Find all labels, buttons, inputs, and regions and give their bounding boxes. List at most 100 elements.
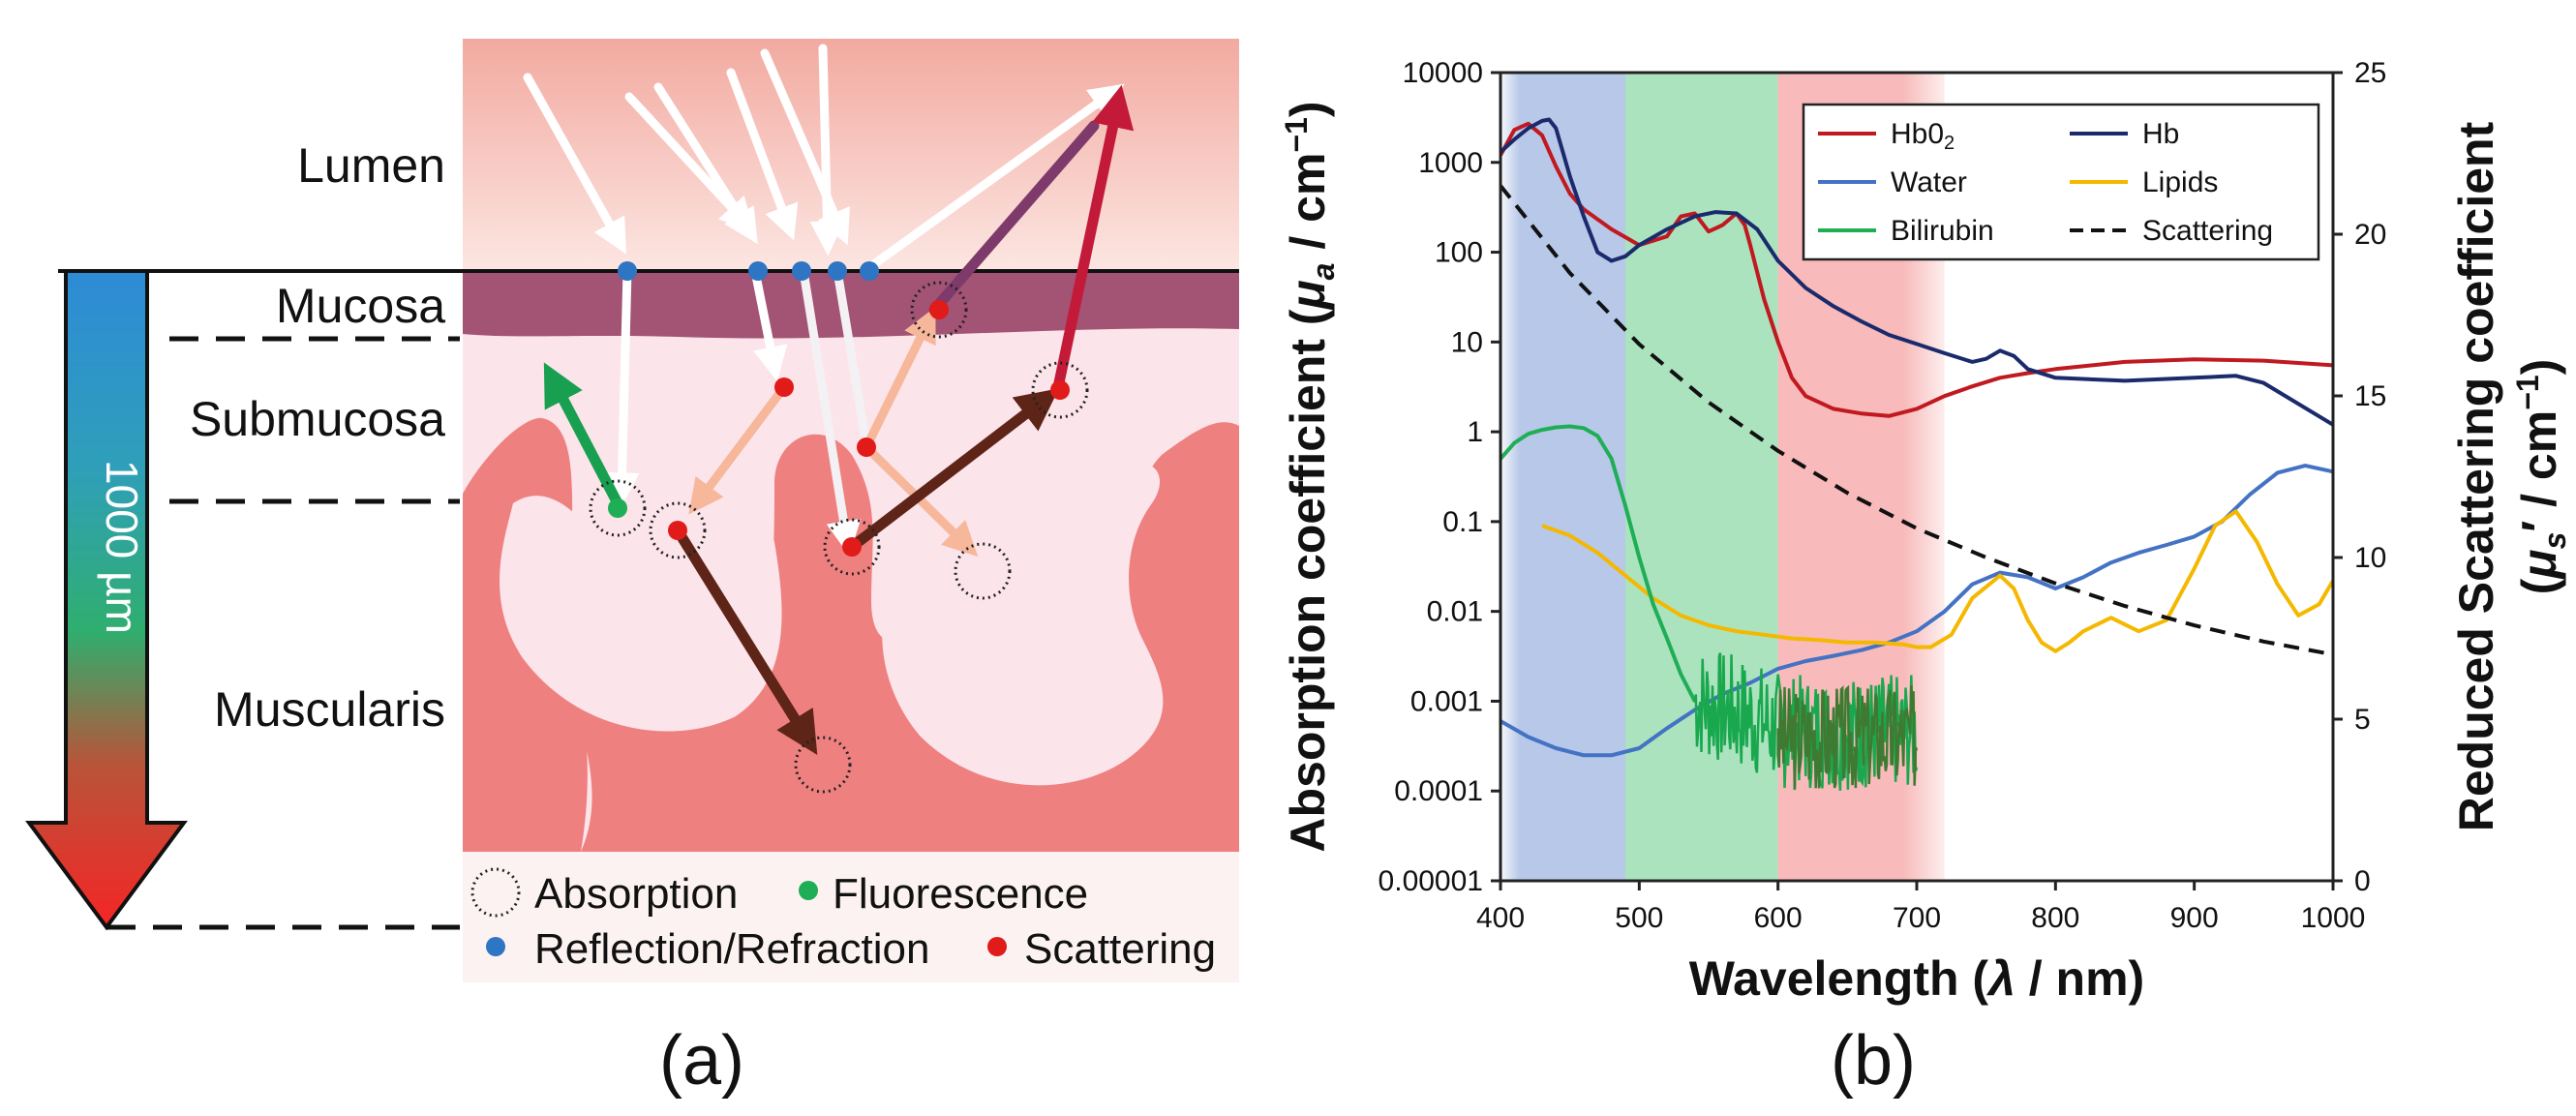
incident-ray (760, 48, 850, 246)
y-right-tick-label: 25 (2354, 57, 2386, 89)
label-lumen: Lumen (297, 138, 445, 193)
legend-label: Hb (2142, 118, 2179, 150)
y-right-axis-title-units: (μs′ / cm−1) (2510, 359, 2572, 595)
scattering-dot (774, 377, 794, 397)
legend-label: Water (1891, 166, 1967, 198)
legend-reflection: Reflection/Refraction (534, 925, 929, 973)
y-right-tick-label: 20 (2354, 219, 2386, 251)
band-fade-left (1500, 73, 1520, 881)
y-right-tick-label: 0 (2354, 865, 2371, 897)
legend-scattering: Scattering (1024, 925, 1216, 973)
series-lipids (1541, 509, 2333, 653)
y-right-tick-label: 5 (2354, 704, 2371, 736)
legend-fluorescence-icon (799, 881, 818, 900)
absorption-marker (910, 281, 968, 339)
y-left-tick-label: 1000 (1418, 147, 1483, 179)
reflection-dot (860, 261, 879, 281)
reflection-dot (792, 261, 811, 281)
y-left-tick-label: 0.1 (1442, 506, 1483, 538)
scattering-dot (857, 437, 876, 457)
x-tick-label: 400 (1476, 902, 1525, 934)
chart-legend: Hb02 Hb Water Lipids Bilirubin Scattering (1802, 103, 2320, 261)
label-muscularis: Muscularis (214, 682, 445, 737)
scattered-ray (862, 307, 936, 452)
series-group (1500, 117, 2333, 791)
legend-frame (1802, 103, 2320, 261)
band-fade-right (1902, 73, 1958, 881)
legend-box (463, 852, 1239, 982)
y-left-tick-label: 0.00001 (1379, 865, 1483, 897)
depth-label: 1000 µm (97, 460, 147, 634)
series-hbo- (1500, 121, 2333, 418)
absorption-marker (649, 501, 707, 559)
y-left-tick-label: 0.01 (1427, 596, 1483, 628)
scattered-ray (672, 525, 818, 755)
incident-ray (523, 73, 627, 255)
interaction-markers (589, 261, 1089, 794)
y-right-tick-label: 10 (2354, 542, 2386, 574)
refracted-ray (750, 266, 788, 382)
y-left-tick-label: 1 (1467, 416, 1483, 448)
y-right-axis-title: Reduced Scattering coefficient (2449, 121, 2503, 831)
scattering-dot (668, 521, 687, 540)
series-scattering (1500, 184, 2333, 657)
absorption-marker (823, 518, 881, 576)
band-clear (1958, 73, 2333, 881)
x-axis-title: Wavelength (λ / nm) (1689, 951, 2144, 1006)
mechanism-legend: Absorption Fluorescence Reflection/Refra… (470, 867, 1216, 973)
x-tick-label: 700 (1893, 902, 1941, 934)
x-tick-label: 500 (1615, 902, 1663, 934)
y-left-tick-label: 0.001 (1410, 685, 1483, 717)
spectral-bands (1500, 73, 2333, 881)
scattered-ray (846, 388, 1059, 553)
y-left-tick-label: 100 (1435, 237, 1483, 269)
legend-reflection-icon (486, 937, 505, 956)
series-hb (1500, 117, 2333, 427)
label-mucosa: Mucosa (276, 279, 445, 333)
scattered-ray (1051, 84, 1135, 398)
y-left-tick-label: 10000 (1403, 57, 1483, 89)
absorption-marker (589, 479, 647, 537)
x-tick-label: 600 (1754, 902, 1803, 934)
band-blue (1500, 73, 1625, 881)
series-bilirubin (1500, 424, 1697, 703)
submucosa-pocket (500, 496, 782, 732)
legend-fluorescence: Fluorescence (833, 870, 1088, 918)
mucosa-region (463, 271, 1239, 339)
scattering-dot (929, 300, 949, 319)
legend-label: Lipids (2142, 166, 2218, 198)
reflected-ray (866, 83, 1125, 271)
x-tick-label: 1000 (2301, 902, 2366, 934)
tissue-block (463, 39, 1239, 852)
legend-label: Hb02 (1891, 118, 1955, 154)
absorption-marker (794, 736, 852, 794)
fluorescence-dot (608, 498, 627, 518)
series-water (1500, 464, 2333, 758)
x-tick-label: 900 (2170, 902, 2219, 934)
series-bilirubin-noise-red (1776, 684, 1919, 790)
scattered-ray (688, 382, 789, 515)
reflection-dot (828, 261, 847, 281)
x-tick-label: 800 (2031, 902, 2079, 934)
axes: 400 500 600 700 800 900 10000.000010.00010.001… (1379, 57, 2387, 934)
refracted-ray (799, 266, 862, 557)
scattering-dot (842, 537, 862, 557)
legend-label: Bilirubin (1891, 215, 1994, 247)
tissue-diagram: Lumen Mucosa Submucosa Muscularis 1000 µ… (25, 39, 1239, 1100)
legend-label: Scattering (2142, 215, 2273, 247)
band-red (1777, 73, 1945, 881)
incident-ray (653, 82, 758, 245)
label-submucosa: Submucosa (190, 392, 445, 446)
series-bilirubin-noise (1693, 652, 1919, 791)
reflection-dot (748, 261, 768, 281)
reflection-dot (618, 261, 637, 281)
refracted-ray (604, 266, 640, 508)
y-right-tick-label: 15 (2354, 380, 2386, 412)
band-green (1625, 73, 1778, 881)
y-left-tick-label: 10 (1451, 326, 1483, 358)
lumen-region (463, 39, 1239, 271)
plot-frame (1499, 71, 2335, 883)
absorption-marker (954, 542, 1012, 600)
scattered-ray (928, 120, 1100, 316)
scattering-dot (1050, 380, 1070, 400)
